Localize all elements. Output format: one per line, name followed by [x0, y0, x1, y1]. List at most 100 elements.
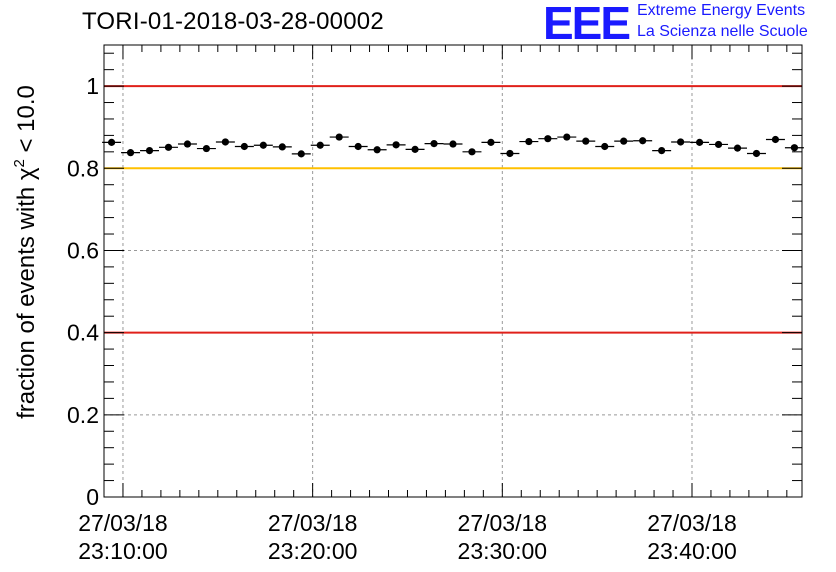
x-tick-label-date: 27/03/18 [458, 510, 548, 536]
data-point [595, 142, 615, 151]
brand-line-1: Extreme Energy Events [637, 2, 806, 19]
data-point [405, 145, 425, 153]
data-point [519, 137, 539, 146]
data-marker [392, 141, 400, 149]
x-tick-label-time: 23:40:00 [647, 538, 737, 564]
y-axis-label-prefix: fraction of events with χ [13, 167, 40, 419]
data-point [671, 138, 691, 146]
data-marker [164, 143, 173, 151]
data-point [177, 140, 197, 148]
tick-labels: 00.20.40.60.8127/03/1823:10:0027/03/1823… [67, 73, 737, 564]
y-axis-label-sup: 2 [11, 159, 28, 167]
y-tick-label: 0.2 [67, 402, 99, 428]
data-point [576, 137, 596, 145]
data-point [121, 149, 141, 157]
chart-title: TORI-01-2018-03-28-00002 [82, 8, 384, 35]
data-marker [202, 144, 211, 153]
data-point [538, 135, 558, 143]
data-point [500, 149, 520, 158]
data-marker [790, 144, 799, 152]
data-points [102, 133, 804, 158]
data-marker [733, 144, 742, 152]
data-marker [639, 137, 647, 145]
data-marker [335, 133, 343, 141]
x-tick-label-date: 27/03/18 [268, 510, 358, 536]
eee-logo: EEE [543, 0, 631, 49]
data-marker [316, 141, 324, 149]
data-point [614, 137, 634, 145]
data-marker [658, 147, 666, 155]
data-marker [240, 142, 248, 151]
data-marker [525, 137, 533, 146]
data-point [102, 138, 122, 146]
data-marker [771, 135, 780, 144]
y-tick-label: 0.6 [67, 237, 99, 263]
data-point [386, 141, 406, 149]
data-point [746, 149, 766, 158]
data-point [765, 135, 785, 144]
data-point [291, 150, 311, 158]
data-point [348, 142, 368, 151]
data-marker [601, 142, 609, 151]
data-marker [373, 146, 381, 154]
data-point [557, 133, 577, 141]
data-marker [449, 140, 457, 148]
y-tick-label: 0.8 [67, 155, 99, 181]
data-marker [487, 138, 495, 146]
data-marker [677, 138, 685, 146]
data-marker [430, 140, 438, 148]
brand-line-2: La Scienza nelle Scuole [637, 23, 808, 40]
data-point [272, 143, 292, 151]
data-point [234, 142, 254, 151]
data-marker [278, 143, 286, 151]
data-marker [126, 149, 135, 157]
data-point [633, 137, 653, 145]
data-point [253, 141, 273, 149]
data-marker [506, 149, 514, 158]
y-axis-label-suffix: < 10.0 [13, 85, 40, 159]
data-point [329, 133, 349, 141]
data-point [462, 148, 482, 156]
data-point [140, 147, 160, 155]
plot-frame [103, 44, 803, 498]
data-marker [544, 135, 552, 143]
data-marker [183, 140, 192, 148]
y-tick-label: 0.4 [67, 320, 99, 346]
data-marker [411, 145, 419, 153]
data-point [728, 144, 747, 152]
data-point [367, 146, 387, 154]
reference-lines [104, 85, 802, 334]
x-tick-label-time: 23:10:00 [78, 538, 168, 564]
data-marker [752, 149, 761, 158]
grid [104, 45, 802, 497]
data-marker [695, 138, 704, 146]
data-marker [221, 138, 229, 146]
data-marker [563, 133, 571, 141]
data-point [652, 147, 672, 155]
data-marker [297, 150, 305, 158]
data-marker [145, 147, 154, 155]
x-tick-label-time: 23:30:00 [458, 538, 548, 564]
data-marker [620, 137, 628, 145]
data-point [709, 140, 729, 149]
x-tick-label-date: 27/03/18 [647, 510, 737, 536]
x-tick-label-date: 27/03/18 [78, 510, 168, 536]
y-tick-label: 0 [86, 484, 99, 510]
data-marker [582, 137, 590, 145]
data-marker [714, 140, 723, 149]
data-point [159, 143, 178, 151]
data-point [424, 140, 444, 148]
data-marker [259, 141, 267, 149]
data-marker [107, 138, 116, 146]
data-marker [468, 148, 476, 156]
axes [103, 44, 803, 498]
data-point [196, 144, 216, 153]
data-marker [354, 142, 362, 151]
data-point [481, 138, 501, 146]
y-tick-label: 1 [86, 73, 99, 99]
data-point [443, 140, 463, 148]
data-point [784, 144, 804, 152]
data-point [310, 141, 330, 149]
x-tick-label-time: 23:20:00 [268, 538, 358, 564]
